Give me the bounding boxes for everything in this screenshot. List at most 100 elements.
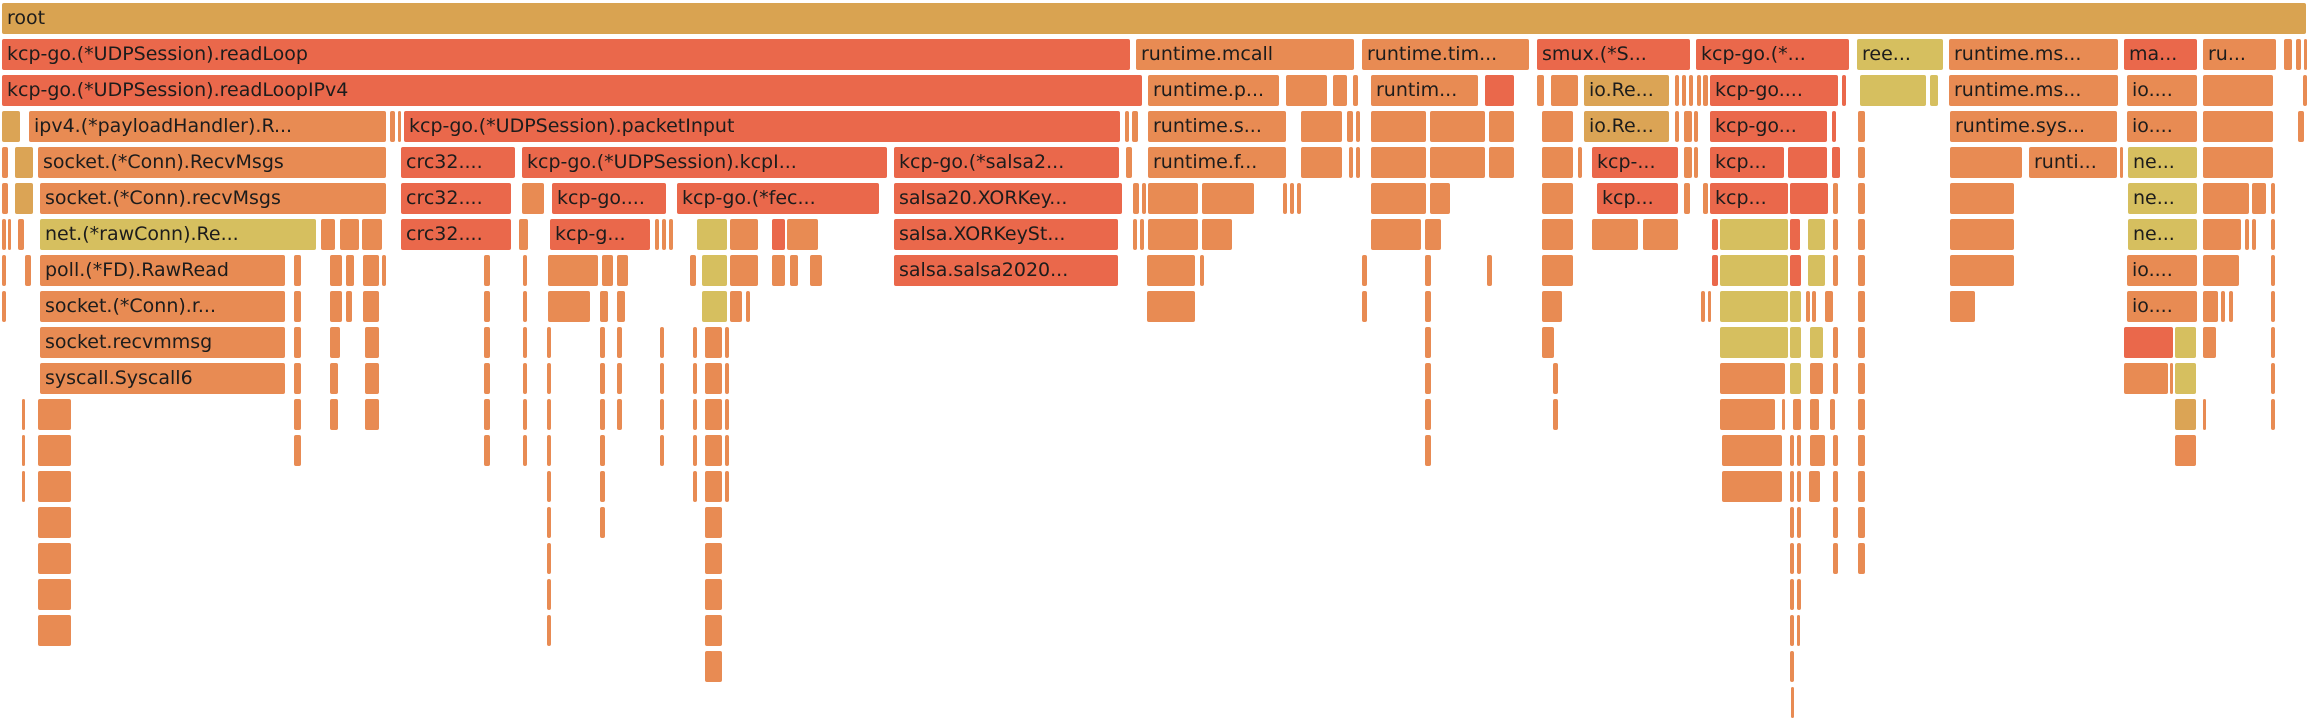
frame-block-unlabeled[interactable] <box>1542 291 1562 322</box>
frame-block-unlabeled[interactable] <box>1720 219 1788 250</box>
frame-block-unlabeled[interactable] <box>1682 75 1686 106</box>
frame-block-unlabeled[interactable] <box>1425 363 1431 394</box>
frame-block-unlabeled[interactable] <box>2284 39 2292 70</box>
frame-block[interactable]: kcp-go.(*UDPSession).readLoop <box>2 39 1130 70</box>
frame-block-unlabeled[interactable] <box>746 291 750 322</box>
frame-block-unlabeled[interactable] <box>600 327 605 358</box>
frame-block-unlabeled[interactable] <box>1833 543 1838 574</box>
frame-block-unlabeled[interactable] <box>2203 75 2273 106</box>
frame-block-unlabeled[interactable] <box>1858 111 1865 142</box>
frame-block-unlabeled[interactable] <box>1362 291 1367 322</box>
frame-block-unlabeled[interactable] <box>15 147 33 178</box>
frame-block-unlabeled[interactable] <box>330 363 338 394</box>
frame-block-unlabeled[interactable] <box>2 219 6 250</box>
frame-block[interactable]: kcp... <box>1710 183 1788 214</box>
frame-block[interactable]: kcp-g... <box>550 219 650 250</box>
frame-block-unlabeled[interactable] <box>1542 219 1573 250</box>
frame-block-unlabeled[interactable] <box>1858 255 1865 286</box>
frame-block-unlabeled[interactable] <box>2175 399 2196 430</box>
frame-block-unlabeled[interactable] <box>1806 291 1810 322</box>
frame-block-unlabeled[interactable] <box>1148 219 1198 250</box>
frame-block-unlabeled[interactable] <box>1858 147 1865 178</box>
frame-block-unlabeled[interactable] <box>1858 291 1865 322</box>
frame-block-unlabeled[interactable] <box>1200 255 1204 286</box>
frame-block-unlabeled[interactable] <box>548 255 598 286</box>
frame-block-unlabeled[interactable] <box>2203 399 2206 430</box>
frame-block-unlabeled[interactable] <box>2170 363 2173 394</box>
frame-block-unlabeled[interactable] <box>1833 183 1838 214</box>
frame-block-unlabeled[interactable] <box>2175 363 2196 394</box>
frame-block-unlabeled[interactable] <box>1797 579 1801 610</box>
frame-block-unlabeled[interactable] <box>1797 615 1800 646</box>
frame-block-unlabeled[interactable] <box>18 219 24 250</box>
frame-block-unlabeled[interactable] <box>1790 615 1794 646</box>
frame-block-unlabeled[interactable] <box>600 435 605 466</box>
frame-block[interactable]: kcp-go.(*salsa2... <box>894 147 1119 178</box>
frame-block[interactable]: kcp-go.... <box>1710 75 1838 106</box>
frame-block[interactable]: runtime.f... <box>1148 147 1286 178</box>
frame-block-unlabeled[interactable] <box>1487 255 1492 286</box>
frame-block[interactable]: io.... <box>2127 111 2197 142</box>
frame-block-unlabeled[interactable] <box>2271 219 2275 250</box>
frame-block-unlabeled[interactable] <box>1858 507 1865 538</box>
frame-block-unlabeled[interactable] <box>1371 147 1426 178</box>
frame-block-unlabeled[interactable] <box>730 255 758 286</box>
frame-block-unlabeled[interactable] <box>1301 111 1342 142</box>
frame-block-unlabeled[interactable] <box>1349 147 1353 178</box>
frame-block-unlabeled[interactable] <box>2271 255 2275 286</box>
frame-block-unlabeled[interactable] <box>1430 147 1485 178</box>
frame-block-unlabeled[interactable] <box>2 111 20 142</box>
frame-block-unlabeled[interactable] <box>2271 291 2275 322</box>
frame-block[interactable]: crc32.... <box>401 147 515 178</box>
frame-block-unlabeled[interactable] <box>600 471 605 502</box>
frame-block-unlabeled[interactable] <box>1133 183 1139 214</box>
frame-block-unlabeled[interactable] <box>660 435 664 466</box>
frame-block-unlabeled[interactable] <box>725 435 729 466</box>
frame-block[interactable]: runtime.mcall <box>1136 39 1354 70</box>
frame-block-unlabeled[interactable] <box>1858 471 1865 502</box>
frame-block-unlabeled[interactable] <box>523 291 527 322</box>
frame-block-unlabeled[interactable] <box>1697 75 1701 106</box>
frame-block-unlabeled[interactable] <box>705 399 722 430</box>
frame-block-unlabeled[interactable] <box>38 615 71 646</box>
frame-block-unlabeled[interactable] <box>22 471 25 502</box>
frame-block-unlabeled[interactable] <box>1643 219 1678 250</box>
frame-block-unlabeled[interactable] <box>1797 471 1801 502</box>
frame-block-unlabeled[interactable] <box>363 255 379 286</box>
frame-block[interactable]: runtime.sys... <box>1950 111 2117 142</box>
frame-block-unlabeled[interactable] <box>693 327 697 358</box>
frame-block-unlabeled[interactable] <box>1133 219 1137 250</box>
frame-block-unlabeled[interactable] <box>15 183 33 214</box>
frame-block-unlabeled[interactable] <box>1950 291 1975 322</box>
frame-block-unlabeled[interactable] <box>1712 255 1718 286</box>
frame-block[interactable]: runti... <box>2029 147 2117 178</box>
frame-block-unlabeled[interactable] <box>1132 111 1138 142</box>
frame-block-unlabeled[interactable] <box>523 363 527 394</box>
frame-block-unlabeled[interactable] <box>1842 75 1846 106</box>
frame-block-unlabeled[interactable] <box>1833 255 1838 286</box>
frame-block-unlabeled[interactable] <box>693 399 697 430</box>
frame-block-unlabeled[interactable] <box>1790 363 1801 394</box>
frame-block-unlabeled[interactable] <box>1790 255 1801 286</box>
frame-block-unlabeled[interactable] <box>1297 183 1301 214</box>
frame-block-unlabeled[interactable] <box>2271 399 2275 430</box>
frame-block-unlabeled[interactable] <box>705 615 722 646</box>
frame-block-unlabeled[interactable] <box>1425 291 1431 322</box>
frame-block-unlabeled[interactable] <box>1858 327 1865 358</box>
frame-block-unlabeled[interactable] <box>2252 219 2256 250</box>
frame-block-unlabeled[interactable] <box>321 219 335 250</box>
frame-block-unlabeled[interactable] <box>1694 111 1698 142</box>
frame-block-unlabeled[interactable] <box>22 435 25 466</box>
frame-block-unlabeled[interactable] <box>1684 183 1690 214</box>
frame-block-unlabeled[interactable] <box>1930 75 1938 106</box>
frame-block-unlabeled[interactable] <box>1425 255 1431 286</box>
frame-block-unlabeled[interactable] <box>38 399 71 430</box>
frame-block-unlabeled[interactable] <box>547 507 551 538</box>
frame-block-unlabeled[interactable] <box>547 615 551 646</box>
frame-block-unlabeled[interactable] <box>294 291 301 322</box>
frame-block-unlabeled[interactable] <box>1790 507 1794 538</box>
frame-block-unlabeled[interactable] <box>1290 183 1294 214</box>
frame-block-unlabeled[interactable] <box>2296 39 2301 70</box>
frame-block[interactable]: socket.(*Conn).r... <box>40 291 285 322</box>
frame-block-unlabeled[interactable] <box>294 435 301 466</box>
